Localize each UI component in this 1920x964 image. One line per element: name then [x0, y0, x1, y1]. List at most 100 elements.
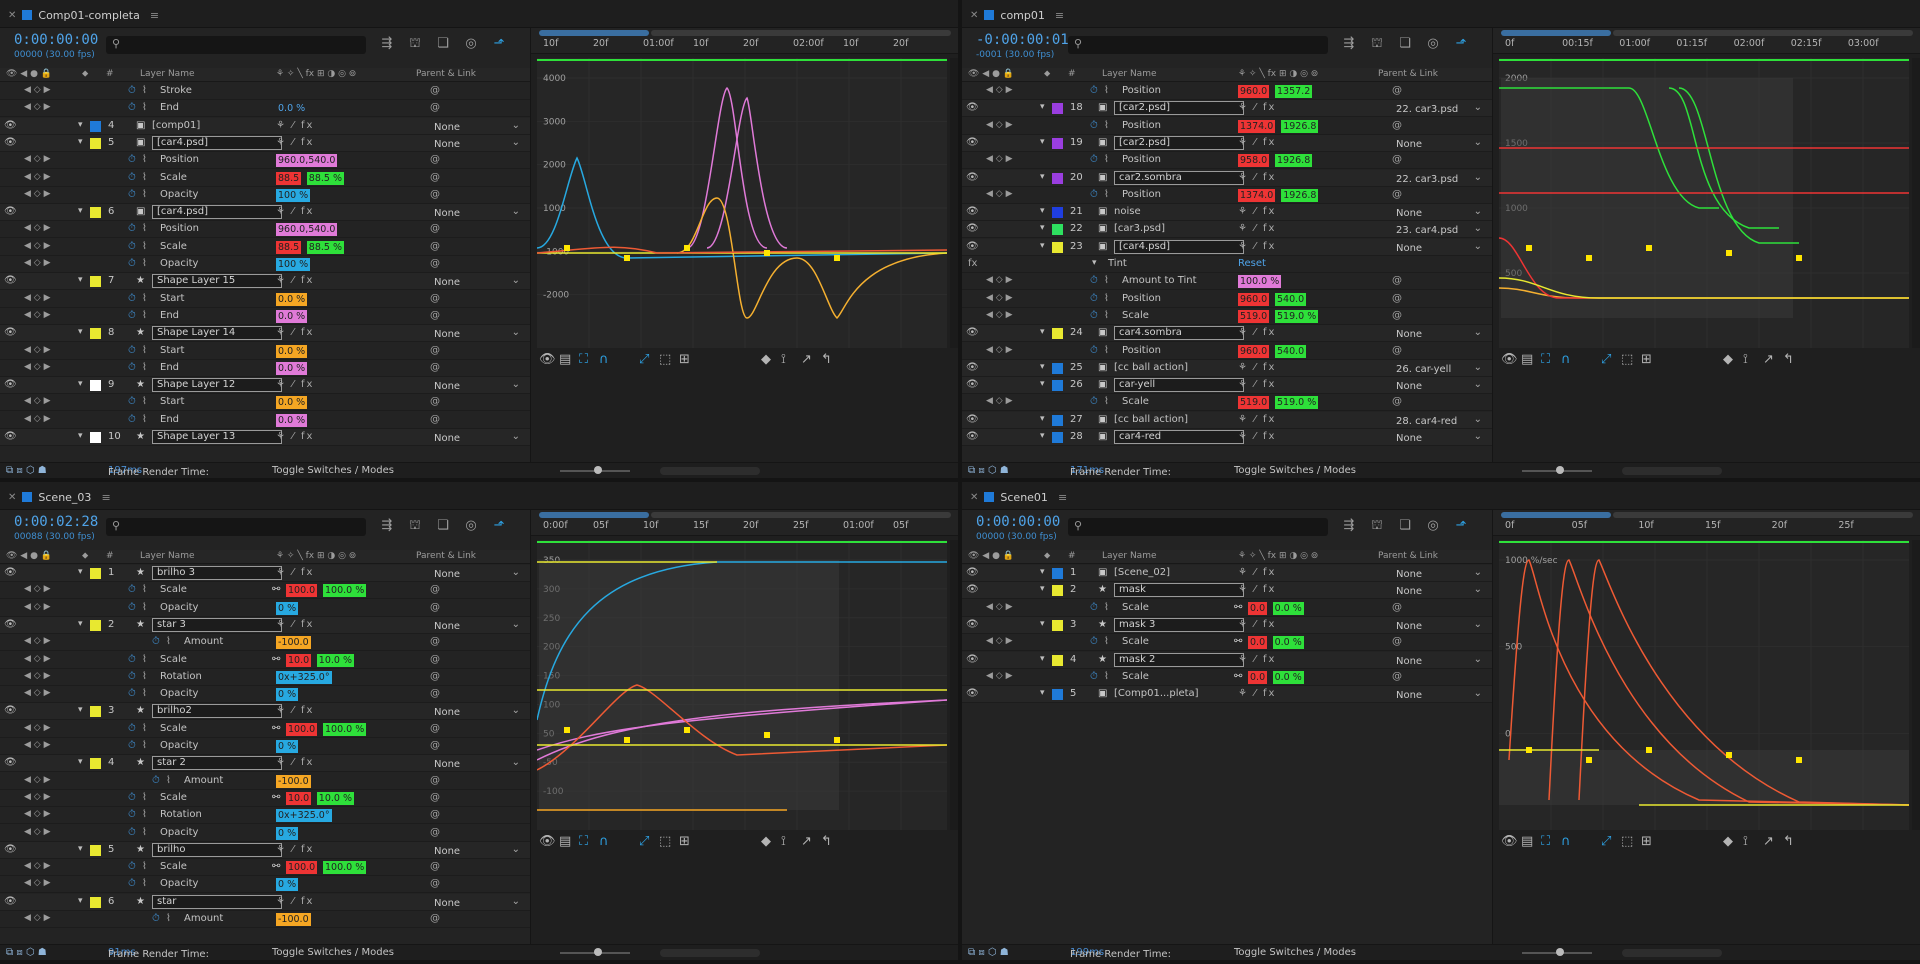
visibility-eye-icon[interactable]: 👁: [966, 102, 979, 114]
property-value[interactable]: 960.0: [1238, 292, 1270, 306]
label-color-swatch[interactable]: [1052, 362, 1063, 374]
graph-toggle-icon[interactable]: ⌇: [142, 722, 147, 734]
easy-ease-icon[interactable]: ↰: [1783, 352, 1794, 367]
show-properties-icon[interactable]: 👁: [1501, 834, 1518, 849]
property-row[interactable]: ◀ ◇ ▶ ⏱ ⌇ Amount -100.0 @: [0, 773, 530, 790]
keyframe-nav-icon[interactable]: ◀ ◇ ▶: [24, 601, 51, 612]
fit-all-icon[interactable]: ⬚: [1621, 352, 1634, 367]
visibility-eye-icon[interactable]: 👁: [966, 171, 979, 183]
keyframe-nav-icon[interactable]: ◀ ◇ ▶: [986, 119, 1013, 130]
keyframe-nav-icon[interactable]: ◀ ◇ ▶: [24, 791, 51, 802]
expression-pickwhip-icon[interactable]: @: [430, 670, 440, 682]
property-value[interactable]: 100 %: [276, 258, 311, 271]
layer-switches[interactable]: ⚘ ⁄ fx: [1238, 618, 1277, 630]
visibility-eye-icon[interactable]: 👁: [966, 361, 979, 373]
layer-name[interactable]: [car3.psd]: [1114, 223, 1165, 235]
twirl-chevron-icon[interactable]: ▾: [1040, 413, 1045, 424]
property-row[interactable]: ◀ ◇ ▶ ⏱ ⌇ Scale ⚯ 10.0 10.0 % @: [0, 790, 530, 807]
comp-switches-icons[interactable]: ⧉ ⧈ ⬡ ☗: [6, 947, 47, 958]
expression-pickwhip-icon[interactable]: @: [430, 223, 440, 235]
property-row[interactable]: ◀ ◇ ▶ ⏱ ⌇ Opacity 0 % @: [0, 600, 530, 617]
keyframe-nav-icon[interactable]: ◀ ◇ ▶: [986, 396, 1013, 407]
graph-toggle-icon[interactable]: ⌇: [1104, 636, 1109, 648]
property-row[interactable]: ◀ ◇ ▶ ⏱ ⌇ Amount -100.0 @: [0, 634, 530, 652]
label-color-swatch[interactable]: [90, 844, 101, 856]
property-value[interactable]: 0.0: [1248, 670, 1268, 684]
graph-toggle-icon[interactable]: ⌇: [142, 878, 147, 890]
separate-dimensions-icon[interactable]: ⊞: [679, 834, 690, 849]
parent-dropdown[interactable]: 23. car4.psd ⌄: [1392, 223, 1484, 236]
fit-all-icon[interactable]: ⬚: [1621, 834, 1634, 849]
label-color-swatch[interactable]: [1052, 380, 1063, 392]
expression-pickwhip-icon[interactable]: @: [430, 774, 440, 786]
layer-row[interactable]: 👁 ▾ 26 ▣ car-yell ⚘ ⁄ fx None ⌄: [962, 377, 1492, 395]
layer-name[interactable]: star: [152, 894, 282, 909]
current-time[interactable]: 0:00:00:00: [976, 514, 1061, 530]
label-color-swatch[interactable]: [1052, 103, 1063, 115]
property-value[interactable]: 0 %: [276, 878, 299, 892]
graph-toggle-icon[interactable]: ⌇: [142, 188, 147, 200]
time-ruler[interactable]: 0:00f 05f 10f 15f 20f 25f 01:00f 05f: [531, 510, 958, 536]
show-properties-icon[interactable]: 👁: [539, 834, 556, 849]
stopwatch-icon[interactable]: ⏱: [152, 636, 160, 648]
keyframe-hold-icon[interactable]: ⟟: [1743, 352, 1748, 367]
property-value[interactable]: 100.0 %: [323, 722, 367, 736]
expression-pickwhip-icon[interactable]: @: [430, 154, 440, 166]
property-value[interactable]: 0.0: [1248, 601, 1268, 615]
property-value[interactable]: 0.0 %: [1272, 601, 1304, 615]
property-row[interactable]: ◀ ◇ ▶ ⏱ ⌇ Scale ⚯ 0.0 0.0 % @: [962, 600, 1492, 617]
visibility-eye-icon[interactable]: 👁: [966, 223, 979, 235]
layer-row[interactable]: 👁 ▾ 1 ★ brilho 3 ⚘ ⁄ fx None ⌄: [0, 565, 530, 582]
property-value[interactable]: 88.5 %: [306, 171, 344, 185]
time-navigator-start[interactable]: [1501, 30, 1611, 36]
comp-switches-icons[interactable]: ⧉ ⧈ ⬡ ☗: [6, 465, 47, 476]
visibility-eye-icon[interactable]: 👁: [966, 136, 979, 148]
property-value[interactable]: 0.0 %: [276, 361, 308, 375]
property-value[interactable]: 0.0 %: [276, 396, 308, 410]
property-value[interactable]: 0.0 %: [276, 344, 308, 358]
shy-icon[interactable]: ❏: [437, 36, 449, 51]
parent-dropdown[interactable]: None ⌄: [1392, 241, 1484, 254]
property-value[interactable]: 519.0 %: [1275, 396, 1319, 410]
visibility-eye-icon[interactable]: 👁: [966, 688, 979, 700]
keyframe-nav-icon[interactable]: ◀ ◇ ▶: [986, 292, 1013, 303]
stopwatch-icon[interactable]: ⏱: [128, 171, 136, 183]
stopwatch-icon[interactable]: ⏱: [128, 85, 136, 96]
expression-pickwhip-icon[interactable]: @: [430, 601, 440, 613]
graph-options-icon[interactable]: ▤: [1521, 352, 1534, 367]
expression-pickwhip-icon[interactable]: @: [430, 309, 440, 321]
layer-name[interactable]: star 3: [152, 617, 282, 632]
twirl-chevron-icon[interactable]: ▾: [1040, 618, 1045, 629]
graph-editor-icon[interactable]: ⬏: [1455, 518, 1467, 533]
graph-toggle-icon[interactable]: ⌇: [142, 688, 147, 700]
label-color-swatch[interactable]: [1052, 432, 1063, 443]
property-value[interactable]: 0.0 %: [1272, 636, 1304, 650]
constrain-link-icon[interactable]: ⚯: [272, 722, 281, 734]
layer-switches[interactable]: ⚘ ⁄ fx: [1238, 102, 1277, 114]
shy-icon[interactable]: ❏: [1399, 518, 1411, 533]
vertical-scrollbar[interactable]: [1912, 540, 1920, 830]
layer-name[interactable]: Shape Layer 15: [152, 274, 282, 289]
keyframe-nav-icon[interactable]: ◀ ◇ ▶: [986, 188, 1013, 199]
expression-pickwhip-icon[interactable]: @: [430, 171, 440, 183]
constrain-link-icon[interactable]: ⚯: [1234, 601, 1243, 613]
property-row[interactable]: ◀ ◇ ▶ ⏱ ⌇ End 0.0 % @: [0, 308, 530, 325]
expression-pickwhip-icon[interactable]: @: [430, 861, 440, 873]
time-ruler[interactable]: 0f 00:15f 01:00f 01:15f 02:00f 02:15f 03:00f: [1493, 28, 1920, 54]
zoom-slider-handle[interactable]: [594, 466, 602, 474]
graph-toggle-icon[interactable]: ⌇: [166, 913, 171, 924]
property-value[interactable]: 88.5 %: [306, 240, 344, 254]
twirl-chevron-icon[interactable]: ▾: [1040, 102, 1045, 113]
layer-name[interactable]: mask: [1114, 583, 1244, 598]
property-value[interactable]: 1926.8: [1281, 119, 1319, 133]
stopwatch-icon[interactable]: ⏱: [128, 413, 136, 425]
stopwatch-icon[interactable]: ⏱: [128, 740, 136, 751]
keyframe-nav-icon[interactable]: ◀ ◇ ▶: [986, 670, 1013, 681]
parent-link-header[interactable]: Parent & Link: [1378, 69, 1438, 79]
twirl-chevron-icon[interactable]: ▾: [78, 757, 83, 768]
label-color-swatch[interactable]: [90, 706, 101, 718]
expression-pickwhip-icon[interactable]: @: [1392, 309, 1402, 321]
property-value[interactable]: 0.0 %: [1272, 670, 1304, 684]
